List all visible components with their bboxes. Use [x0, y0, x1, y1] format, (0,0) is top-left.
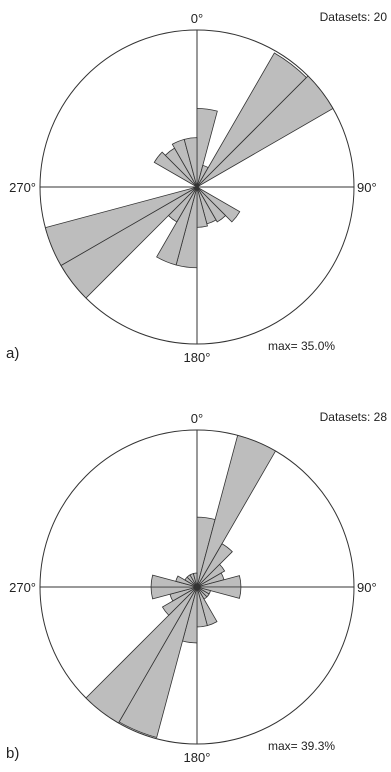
rose-b-label-270: 270° — [9, 580, 36, 595]
rose-b-label-90: 90° — [357, 580, 377, 595]
rose-b-wedge-225 — [161, 586, 198, 616]
rose-b-label-0: 0° — [191, 411, 203, 426]
rose-a-label-0: 0° — [191, 11, 203, 26]
rose-a-wedge-345 — [183, 137, 198, 188]
rose-panel-b: 0° 90° 180° 270° Datasets: 28 max= 39.3%… — [6, 410, 387, 765]
rose-b-wedge-30 — [196, 543, 233, 588]
panel-a-label: a) — [6, 345, 19, 362]
rose-a-wedge-195 — [156, 186, 198, 266]
rose-b-wedge-15 — [196, 434, 277, 588]
rose-a-wedge-45 — [196, 75, 334, 188]
rose-a-wedge-120 — [196, 186, 241, 223]
rose-b-wedge-210 — [85, 586, 198, 724]
panel-b-label: b) — [6, 745, 19, 762]
rose-a-wedge-135 — [196, 186, 227, 223]
rose-a-label-180: 180° — [184, 350, 211, 365]
rose-b-wedge-345 — [192, 572, 198, 588]
rose-b-max-label: max= 39.3% — [268, 739, 335, 753]
rose-a-wedges — [44, 52, 334, 299]
rose-a-datasets-count: Datasets: 20 — [320, 10, 388, 24]
rose-a-label-90: 90° — [357, 180, 377, 195]
rose-a-wedge-300 — [153, 151, 198, 188]
rose-panel-a: 0° 90° 180° 270° Datasets: 20 max= 35.0%… — [6, 10, 387, 365]
rose-a-max-label: max= 35.0% — [268, 339, 335, 353]
rose-a-label-270: 270° — [9, 180, 36, 195]
rose-b-wedges — [85, 434, 277, 738]
rose-b-label-180: 180° — [184, 750, 211, 765]
rose-b-datasets-count: Datasets: 28 — [320, 410, 388, 424]
rose-b-wedge-45 — [196, 563, 226, 588]
rose-a-wedge-240 — [44, 186, 198, 267]
